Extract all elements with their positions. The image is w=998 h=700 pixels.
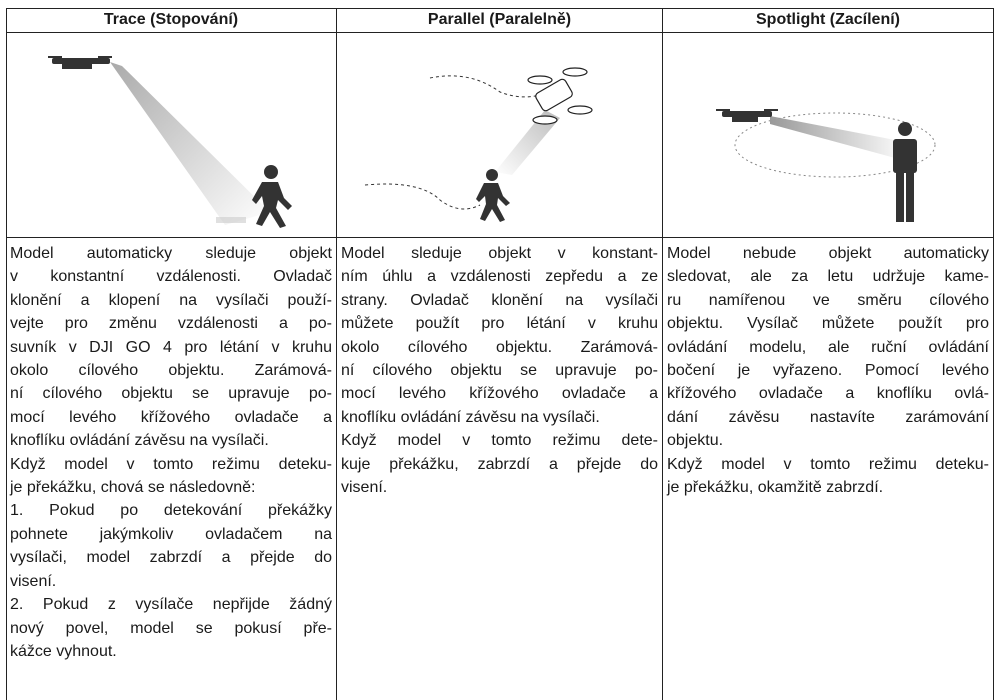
text-line: ním úhlu a vzdálenosti zepředu a ze xyxy=(341,268,658,286)
text-line: můžete použít pro létání v kruhu xyxy=(341,315,658,333)
spotlight-illustration xyxy=(716,109,936,222)
text-line: Když model v tomto režimu dete- xyxy=(341,432,658,450)
column-header: Parallel (Paralelně) xyxy=(427,11,572,28)
text-line: knoflíku ovládání závěsu na vysílači. xyxy=(341,408,600,426)
text-line: pohnete jakýmkoliv ovladačem na xyxy=(10,525,332,543)
text-line: Model automaticky sleduje objekt xyxy=(10,245,332,262)
text-line: Když model v tomto režimu deteku- xyxy=(667,455,989,473)
text-line: vysílači, model zabrzdí a přejde do xyxy=(10,549,332,567)
text-line: dání závěsu nastavíte zarámování xyxy=(667,408,989,426)
text-line: kuje překážku, zabrzdí a přejde do xyxy=(341,455,658,473)
column-header: Spotlight (Zacílení) xyxy=(756,11,900,28)
text-line: ní cílového objektu se upravuje po- xyxy=(10,385,332,403)
text-line: ru namířenou ve směru cílového xyxy=(667,291,989,309)
trace-illustration xyxy=(48,56,292,228)
text-line: Když model v tomto režimu deteku- xyxy=(10,455,332,473)
table-borders xyxy=(6,8,994,700)
description-cell: Model sleduje objekt v konstant-ním úhlu… xyxy=(341,242,658,499)
text-line: vejte pro změnu vzdálenosti a po- xyxy=(10,315,332,333)
text-line: mocí levého křížového ovladače a xyxy=(10,408,332,426)
description-cell: Model nebude objekt automaticky sledovat,… xyxy=(667,242,989,499)
text-line: knoflíku ovládání závěsu na vysílači. xyxy=(10,432,269,450)
text-line: strany. Ovladač klonění na vysílači xyxy=(341,291,658,309)
text-line: objektu. xyxy=(667,432,724,450)
text-line: Model sleduje objekt v konstant- xyxy=(341,245,658,262)
text-line: nový povel, model se pokusí pře- xyxy=(10,619,332,637)
text-line: je překážku, chová se následovně: xyxy=(10,479,256,497)
text-line: 1. Pokud po detekování překážky xyxy=(10,502,332,520)
text-line: objektu. Vysílač můžete použít pro xyxy=(667,315,989,333)
text-line: ní cílového objektu se upravuje po- xyxy=(341,362,658,380)
parallel-illustration xyxy=(364,67,593,222)
text-line: visení. xyxy=(341,479,388,497)
text-line: suvník v DJI GO 4 pro létání v kruhu xyxy=(10,338,332,356)
text-line: sledovat, ale za letu udržuje kame- xyxy=(667,268,989,286)
text-line: mocí levého křížového ovladače a xyxy=(341,385,658,403)
column-header: Trace (Stopování) xyxy=(103,11,239,28)
text-line: ovládání modelu, ale ruční ovládání xyxy=(667,338,989,356)
text-line: okolo cílového objektu. Zarámová- xyxy=(10,362,332,380)
text-line: visení. xyxy=(10,572,57,590)
text-line: v konstantní vzdálenosti. Ovladač xyxy=(10,268,332,286)
text-line: Model nebude objekt automaticky xyxy=(667,245,989,262)
text-line: křížového ovladače a knoflíku ovlá- xyxy=(667,385,989,403)
text-line: je překážku, okamžitě zabrzdí. xyxy=(667,479,884,497)
text-line: klonění a klopení na vysílači použí- xyxy=(10,291,332,309)
text-line: kážce vyhnout. xyxy=(10,642,117,660)
text-line: 2. Pokud z vysílače nepřijde žádný xyxy=(10,596,332,614)
text-line: bočení je vyřazeno. Pomocí levého xyxy=(667,362,989,380)
description-cell: Model automaticky sleduje objekt v konsta… xyxy=(10,242,332,663)
text-line: okolo cílového objektu. Zarámová- xyxy=(341,338,658,356)
